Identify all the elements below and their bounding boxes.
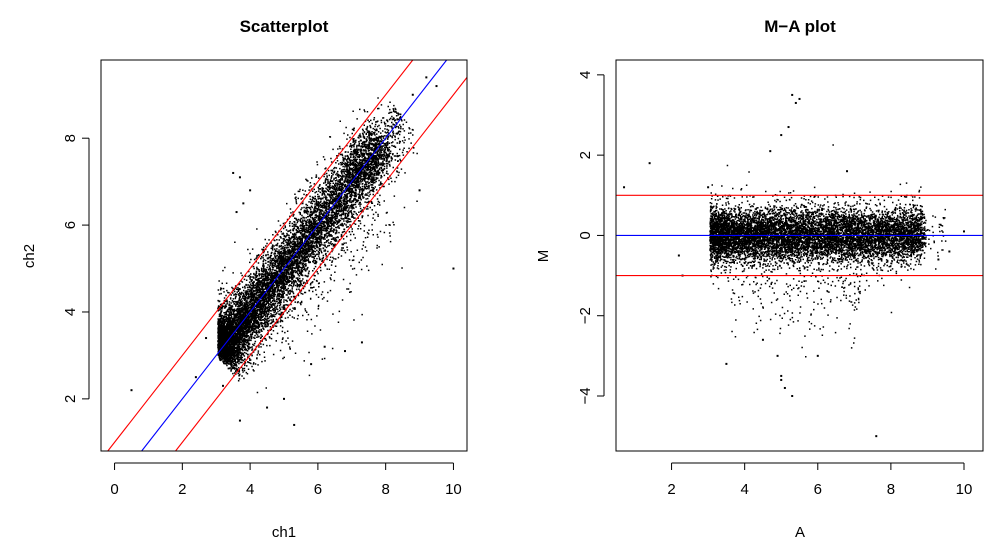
scatterplot-title: Scatterplot (240, 17, 329, 36)
scatterplot-x-label: ch1 (272, 524, 296, 541)
scatterplot-outlier-point (310, 363, 313, 366)
ma-plot-outlier-point (780, 134, 783, 137)
ma-plot-frame (615, 59, 984, 452)
scatterplot-outliers (130, 76, 455, 426)
scatterplot-outlier-point (235, 211, 238, 214)
scatterplot-outlier-point (194, 376, 197, 379)
x-tick-label: 0 (110, 481, 118, 498)
scatterplot-outlier-point (130, 389, 133, 392)
ma-plot-outlier-point (677, 254, 680, 257)
ma-plot-outlier-point (948, 250, 951, 253)
ma-plot-outlier-point (787, 126, 790, 129)
ma-plot-outlier-point (783, 386, 786, 389)
x-tick-label: 8 (887, 481, 895, 498)
scatterplot-outlier-point (411, 93, 414, 96)
scatterplot-outlier-point (344, 350, 346, 353)
scatterplot-frame (100, 59, 468, 452)
ma-plot-outlier-point (780, 378, 783, 381)
scatterplot-outlier-point (266, 406, 269, 409)
ma-plot-outlier-point (780, 374, 783, 377)
ma-plot-reference-lines (616, 194, 983, 277)
scatterplot-outlier-point (238, 419, 241, 422)
x-tick-label: 4 (246, 481, 254, 498)
ma-plot-outlier-point (623, 186, 626, 189)
scatterplot-outlier-point (360, 341, 363, 344)
ma-plot-x-label: A (795, 524, 805, 541)
ma-plot-y-axis: −4 −2 0 2 4 (577, 71, 605, 405)
ma-plot-outlier-point (962, 230, 965, 233)
y-tick-label: 4 (62, 308, 79, 316)
x-tick-label: 8 (381, 481, 389, 498)
ma-plot-title: M−A plot (764, 17, 836, 36)
x-tick-label: 2 (667, 481, 675, 498)
scatterplot-outlier-point (435, 85, 438, 88)
ma-plot-outlier-point (648, 162, 651, 165)
ma-plot-points (623, 93, 965, 438)
scatterplot-y-label: ch2 (21, 244, 38, 268)
y-tick-label: 4 (577, 71, 594, 79)
ma-plot-outliers (623, 93, 965, 438)
x-tick-label: 2 (178, 481, 186, 498)
x-tick-label: 6 (314, 481, 322, 498)
ma-plot-outlier-point (791, 395, 794, 398)
ma-plot-outlier-point (937, 258, 940, 261)
ma-plot-outlier-point (725, 362, 728, 365)
scatterplot-outlier-point (293, 423, 296, 426)
y-tick-label: 2 (62, 395, 79, 403)
ma-plot-outlier-point (816, 354, 819, 357)
ma-plot-y-label: M (535, 250, 552, 263)
scatterplot-point-cloud (217, 97, 418, 394)
ma-plot-outlier-point (798, 97, 801, 100)
scatterplot-y-axis: 2 4 6 8 (62, 134, 90, 403)
y-tick-label: 2 (577, 151, 594, 159)
x-tick-label: 10 (445, 481, 462, 498)
scatterplot-outlier-point (323, 345, 326, 348)
x-tick-label: 4 (740, 481, 748, 498)
scatterplot-outlier-point (249, 189, 252, 192)
scatterplot-reference-lines (107, 59, 468, 452)
scatterplot-x-axis: 0 2 4 6 8 10 (110, 462, 462, 498)
scatterplot-upper-bound-line (107, 59, 414, 452)
scatterplot-points (130, 76, 455, 426)
scatterplot-outlier-point (238, 176, 241, 179)
scatterplot-outlier-point (452, 267, 455, 270)
ma-plot-outlier-point (875, 435, 878, 438)
ma-plot-outlier-point (707, 186, 710, 189)
y-tick-label: −4 (577, 387, 594, 404)
scatterplot-panel: Scatterplot 0 2 4 6 8 10 2 4 6 8 ch1 ch2 (21, 17, 468, 541)
scatterplot-outlier-point (222, 384, 224, 387)
ma-plot-outlier-point (846, 170, 849, 173)
y-tick-label: 0 (577, 231, 594, 239)
x-tick-label: 6 (814, 481, 822, 498)
y-tick-label: 6 (62, 221, 79, 229)
scatterplot-outlier-point (283, 397, 285, 400)
y-tick-label: 8 (62, 134, 79, 142)
ma-plot-outlier-point (776, 354, 779, 357)
scatterplot-outlier-point (232, 171, 235, 174)
scatterplot-outlier-point (205, 337, 208, 340)
ma-plot-outlier-point (794, 101, 797, 104)
ma-plot-x-axis: 2 4 6 8 10 (667, 462, 973, 498)
scatterplot-lower-bound-line (175, 77, 468, 452)
y-tick-label: −2 (577, 307, 594, 324)
ma-plot-panel: M−A plot 2 4 6 8 10 −4 −2 0 2 4 A M (535, 17, 984, 541)
scatterplot-identity-line (141, 59, 448, 452)
scatterplot-outlier-point (242, 202, 245, 205)
scatterplot-outlier-point (425, 76, 428, 79)
ma-plot-point-cloud (709, 144, 947, 358)
scatterplot-outlier-point (418, 189, 421, 192)
ma-plot-outlier-point (791, 93, 794, 96)
ma-plot-outlier-point (769, 150, 772, 153)
ma-plot-outlier-point (761, 338, 764, 341)
x-tick-label: 10 (956, 481, 973, 498)
